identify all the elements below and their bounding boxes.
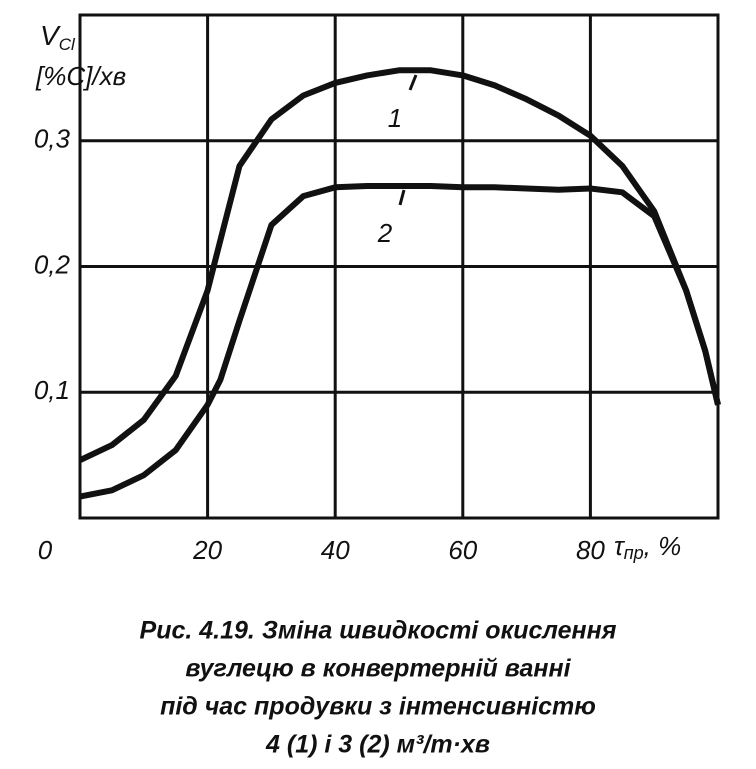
leader-line <box>398 189 406 206</box>
caption-line: під час продувки з інтенсивністю <box>160 693 596 721</box>
y-axis-label: VCl <box>40 20 76 54</box>
x-label-sub: пр <box>624 543 644 563</box>
y-label-main: V <box>40 20 61 51</box>
x-tick-label: 20 <box>192 535 222 565</box>
x-tick-label: 60 <box>448 535 477 565</box>
caption-line: 4 (1) і 3 (2) м³/т·хв <box>265 731 490 759</box>
x-label-unit: , % <box>644 531 682 561</box>
x-label-main: τ <box>614 531 626 561</box>
series-line <box>78 67 721 463</box>
x-tick-label: 40 <box>321 535 350 565</box>
x-axis-label: τпр, % <box>614 531 681 563</box>
y-tick-label: 0,2 <box>34 249 71 279</box>
caption-line: Рис. 4.19. Зміна швидкості окислення <box>140 617 617 645</box>
x-tick-label: 0 <box>38 535 53 565</box>
y-tick-label: 0,1 <box>34 375 70 405</box>
x-tick-label: 80 <box>576 535 605 565</box>
y-tick-label: 0,3 <box>34 124 71 154</box>
caption-line: вуглецю в конвертерній ванні <box>185 655 571 683</box>
series-line <box>79 183 721 500</box>
y-label-sub: Cl <box>59 35 76 54</box>
leader-line <box>408 74 418 91</box>
series-label: 1 <box>388 103 402 133</box>
series-label: 2 <box>377 218 393 248</box>
